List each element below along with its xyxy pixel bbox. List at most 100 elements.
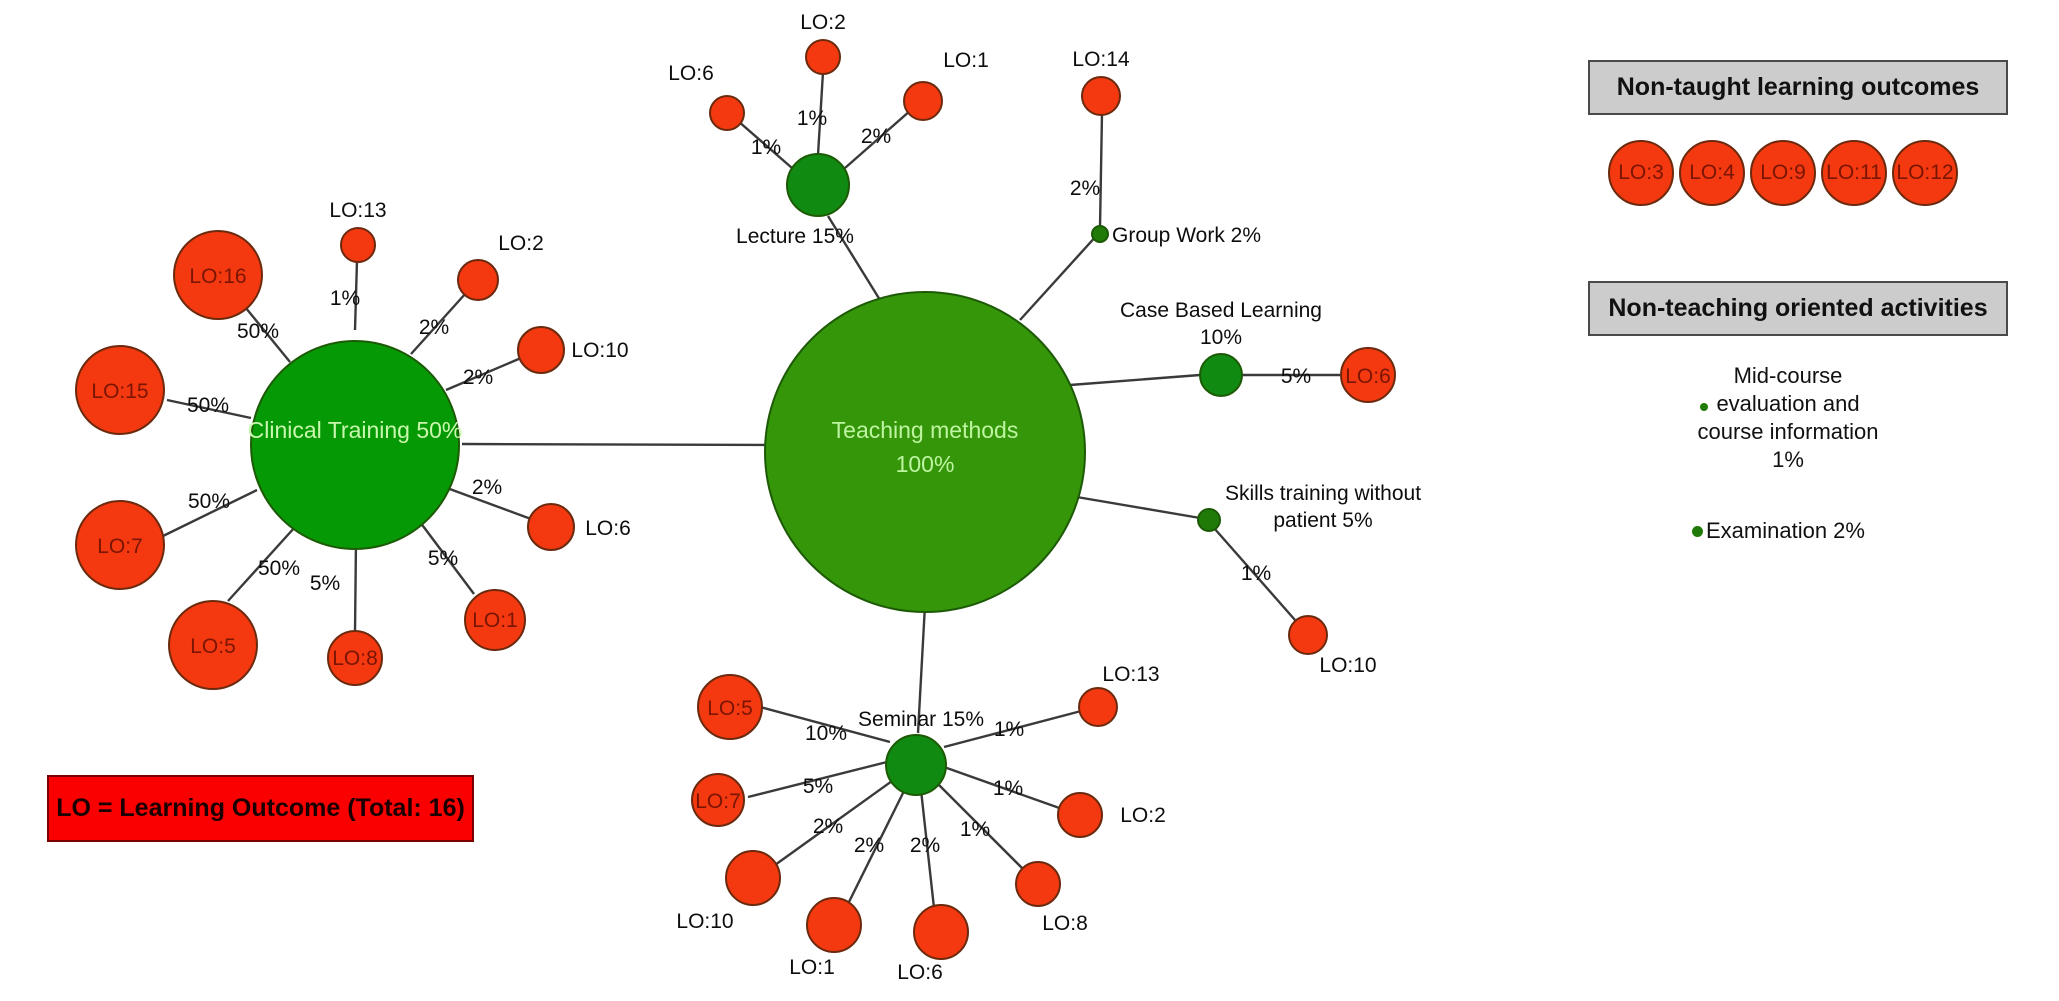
node-lo-1-clinical[interactable] xyxy=(464,589,526,651)
edge-seminar-lo2 xyxy=(943,765,1066,812)
edge-label-clinical-lo5: 50% xyxy=(258,557,300,580)
node-seminar[interactable] xyxy=(885,734,947,796)
edge-label-clinical-lo1: 5% xyxy=(428,547,458,570)
edge-seminar-lo7 xyxy=(747,760,888,799)
edge-group-groupwork xyxy=(1098,112,1104,229)
node-lo-10-clinical[interactable] xyxy=(517,326,565,374)
node-lo-6-case-label: LO:6 xyxy=(1345,365,1391,388)
node-lo-5-clinical[interactable] xyxy=(168,600,258,690)
edge-clinical-lo1 xyxy=(416,517,475,595)
node-lo-1-clinical-label: LO:1 xyxy=(472,609,518,632)
legend-chip-lo12-label: LO:12 xyxy=(1896,161,1954,184)
legend-chip-lo9[interactable]: LO:9 xyxy=(1750,140,1816,206)
legend-midcourse-dot-icon xyxy=(1700,403,1708,411)
legend-chip-lo11[interactable]: LO:11 xyxy=(1821,140,1887,206)
node-skills-training-label-1: Skills training without xyxy=(1225,482,1421,505)
node-lecture-label: Lecture 15% xyxy=(736,225,854,248)
edge-label-clinical-lo6: 2% xyxy=(472,476,502,499)
node-clinical-training-label: Clinical Training 50% xyxy=(248,417,463,443)
legend-non-taught-header: Non-taught learning outcomes xyxy=(1588,60,2008,115)
legend-non-teaching-title: Non-teaching oriented activities xyxy=(1608,294,1988,322)
legend-examination-dot-icon xyxy=(1692,525,1703,537)
node-case-based-learning-label-1: Case Based Learning xyxy=(1120,299,1322,322)
node-lo-1-lecture[interactable] xyxy=(903,81,943,121)
node-lo-7-seminar-label: LO:7 xyxy=(695,790,741,813)
edge-center-lecture xyxy=(826,215,882,301)
legend-chip-lo4[interactable]: LO:4 xyxy=(1679,140,1745,206)
legend-midcourse-line1: Mid-course xyxy=(1733,363,1843,388)
node-lo-13-seminar[interactable] xyxy=(1078,687,1118,727)
edge-label-skills-lo10: 1% xyxy=(1241,562,1271,585)
node-group-work[interactable] xyxy=(1091,225,1109,243)
edge-label-lecture-lo6: 1% xyxy=(751,136,781,159)
legend-chip-lo12[interactable]: LO:12 xyxy=(1892,140,1958,206)
edge-label-clinical-lo10: 2% xyxy=(463,366,493,389)
node-lo-8-seminar[interactable] xyxy=(1015,861,1061,907)
edge-center-groupwork xyxy=(1019,233,1099,321)
edge-label-seminar-lo8: 1% xyxy=(960,818,990,841)
node-lo-14-groupwork[interactable] xyxy=(1081,76,1121,116)
edge-label-clinical-lo15: 50% xyxy=(187,394,229,417)
legend-non-taught-chips: LO:3 LO:4 LO:9 LO:11 LO:12 xyxy=(1608,140,1958,206)
node-lo-2-seminar[interactable] xyxy=(1057,792,1103,838)
node-lo-1-seminar[interactable] xyxy=(806,897,862,953)
node-seminar-label: Seminar 15% xyxy=(858,708,984,731)
node-lo-7[interactable] xyxy=(75,500,165,590)
node-lo-2-clinical[interactable] xyxy=(457,259,499,301)
edge-label-lecture-lo2: 1% xyxy=(797,107,827,130)
node-lo-16[interactable] xyxy=(173,230,263,320)
edge-label-clinical-lo16: 50% xyxy=(237,320,279,343)
node-lo-15[interactable] xyxy=(75,345,165,435)
edge-clinical-lo15 xyxy=(166,398,252,420)
edge-label-clinical-lo13: 1% xyxy=(330,287,360,310)
node-lo-6-seminar[interactable] xyxy=(913,904,969,960)
edge-seminar-lo10 xyxy=(774,780,893,866)
node-skills-training[interactable] xyxy=(1197,508,1221,532)
edge-center-case xyxy=(1069,373,1201,387)
edge-group-skills xyxy=(1213,527,1296,621)
edge-label-seminar-lo1: 2% xyxy=(854,834,884,857)
node-lo-5-seminar[interactable] xyxy=(697,674,763,740)
node-lo-2-lecture-label: LO:2 xyxy=(800,11,846,34)
edge-clinical-lo10 xyxy=(445,356,522,392)
node-lo-13-seminar-label: LO:13 xyxy=(1102,663,1159,686)
node-lo-14-groupwork-label: LO:14 xyxy=(1072,48,1130,71)
node-lo-8-clinical[interactable] xyxy=(327,630,383,686)
edge-clinical-lo8 xyxy=(353,539,358,634)
edge-seminar-lo1 xyxy=(843,788,907,911)
node-lo-6-lecture[interactable] xyxy=(709,95,745,131)
node-lo-10-skills-label: LO:10 xyxy=(1319,654,1376,677)
node-lo-2-lecture[interactable] xyxy=(805,39,841,75)
node-lo-5-seminar-label: LO:5 xyxy=(707,697,753,720)
node-lo-15-label: LO:15 xyxy=(91,380,148,403)
edge-label-seminar-lo7: 5% xyxy=(803,775,833,798)
edge-center-clinical xyxy=(461,442,771,447)
node-lo-10-seminar[interactable] xyxy=(725,850,781,906)
legend-midcourse-line2: evaluation and xyxy=(1716,391,1860,417)
legend-midcourse-line4: 1% xyxy=(1772,447,1804,473)
legend-chip-lo9-label: LO:9 xyxy=(1760,161,1806,184)
edge-clinical-lo6 xyxy=(446,486,532,521)
legend-footnote-box: LO = Learning Outcome (Total: 16) xyxy=(47,775,474,842)
node-lo-13-clinical[interactable] xyxy=(340,227,376,263)
node-case-based-learning[interactable] xyxy=(1199,353,1243,397)
node-lo-7-seminar[interactable] xyxy=(691,773,745,827)
edge-label-lecture-lo1: 2% xyxy=(861,125,891,148)
edge-seminar-lo13 xyxy=(943,708,1086,749)
legend-chip-lo4-label: LO:4 xyxy=(1689,161,1735,184)
edge-group-seminar xyxy=(747,705,1086,918)
node-lo-2-seminar-label: LO:2 xyxy=(1120,804,1166,827)
node-lo-6-case[interactable] xyxy=(1340,347,1396,403)
edge-groupwork-lo14 xyxy=(1098,112,1104,229)
edge-label-groupwork-lo14: 2% xyxy=(1070,177,1100,200)
legend-chip-lo11-label: LO:11 xyxy=(1826,161,1882,184)
node-lo-8-clinical-label: LO:8 xyxy=(332,647,378,670)
node-clinical-training[interactable] xyxy=(250,340,460,550)
legend-chip-lo3[interactable]: LO:3 xyxy=(1608,140,1674,206)
node-lo-6-clinical[interactable] xyxy=(527,503,575,551)
node-lo-1-seminar-label: LO:1 xyxy=(789,956,835,979)
node-lo-10-skills[interactable] xyxy=(1288,615,1328,655)
node-teaching-methods[interactable] xyxy=(764,291,1086,613)
node-lecture[interactable] xyxy=(786,153,850,217)
edge-group-clinical xyxy=(162,259,532,634)
